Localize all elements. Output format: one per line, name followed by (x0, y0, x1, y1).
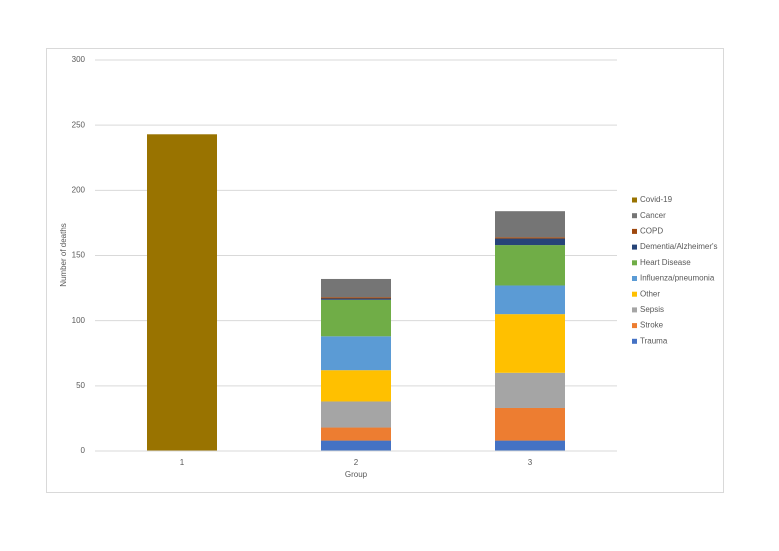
legend-swatch (632, 307, 637, 313)
bar-segment (321, 427, 391, 441)
bar-segment (495, 407, 565, 441)
bar-segment (495, 285, 565, 315)
legend-label: Heart Disease (640, 258, 691, 267)
bar-segment (495, 237, 565, 239)
y-tick-label: 150 (72, 251, 86, 260)
legend-swatch (632, 338, 637, 344)
legend-swatch (632, 276, 637, 281)
bar-segment (321, 336, 391, 371)
x-tick-label: 1 (180, 458, 185, 467)
legend-label: Covid-19 (640, 195, 673, 204)
bar-segment (321, 278, 391, 298)
bar-segment (321, 299, 391, 337)
legend-swatch (632, 197, 637, 203)
bar-segment (495, 372, 565, 408)
y-tick-label: 100 (72, 316, 86, 325)
y-axis-label: Number of deaths (59, 223, 68, 287)
legend-label: Dementia/Alzheimer's (640, 242, 718, 251)
bar-segment (321, 440, 391, 451)
bar-segment (147, 134, 217, 452)
legend-swatch (632, 291, 637, 297)
bar-segment (321, 297, 391, 299)
legend-swatch (632, 228, 637, 234)
x-axis-label: Group (345, 470, 368, 479)
x-tick-label: 2 (354, 458, 359, 467)
legend-swatch (632, 323, 637, 329)
y-tick-label: 0 (81, 446, 86, 455)
y-tick-label: 50 (76, 381, 85, 390)
bar-segment (495, 211, 565, 238)
bar-segment (495, 314, 565, 373)
bar-segment (495, 238, 565, 246)
bar-segment (321, 401, 391, 428)
bar-segment (495, 245, 565, 286)
y-tick-label: 250 (72, 120, 86, 129)
bar-segment (495, 440, 565, 451)
legend-label: Influenza/pneumonia (640, 274, 715, 283)
legend-label: Other (640, 289, 660, 298)
y-tick-label: 300 (72, 55, 86, 64)
legend-label: Sepsis (640, 305, 664, 314)
bar-segment (321, 298, 391, 300)
y-tick-label: 200 (72, 185, 86, 194)
legend-swatch (632, 260, 637, 266)
legend-label: Stroke (640, 321, 664, 330)
legend-label: Trauma (640, 336, 668, 345)
legend-label: Cancer (640, 211, 666, 220)
legend-swatch (632, 213, 637, 219)
legend-swatch (632, 244, 637, 250)
legend-label: COPD (640, 227, 663, 236)
x-tick-label: 3 (528, 458, 533, 467)
bar-segment (321, 370, 391, 402)
